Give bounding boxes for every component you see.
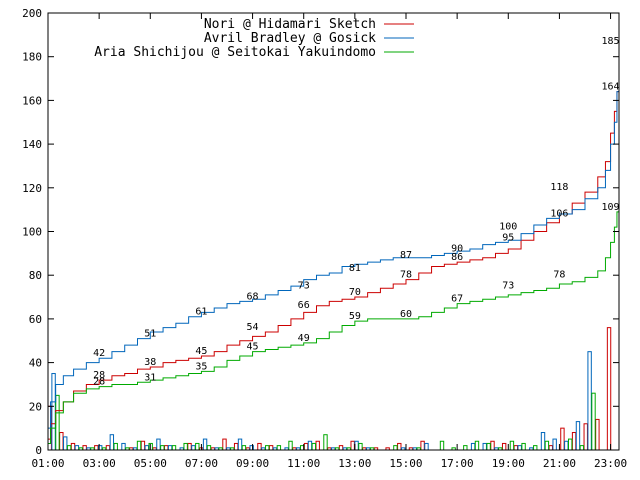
data-label: 31 [144, 372, 156, 383]
data-label: 78 [400, 270, 412, 281]
data-label: 42 [93, 348, 105, 359]
data-label: 51 [144, 329, 156, 340]
data-label: 45 [247, 342, 259, 353]
legend-label: Avril Bradley @ Gosick [204, 31, 376, 46]
data-label: 35 [195, 361, 207, 372]
x-tick-label: 23:00 [594, 457, 627, 470]
data-label: 118 [550, 182, 568, 193]
data-label: 100 [499, 222, 517, 233]
data-label: 60 [400, 309, 412, 320]
y-tick-label: 160 [22, 94, 42, 107]
data-label: 109 [602, 202, 620, 213]
y-tick-label: 20 [29, 400, 42, 413]
series-line [48, 45, 620, 440]
series-line [48, 91, 619, 429]
data-label: 61 [195, 307, 207, 318]
y-tick-label: 120 [22, 182, 42, 195]
data-label: 38 [144, 357, 156, 368]
x-axis: 01:00 03:00 05:00 07:00 09:00 11:00 13:00 15:00… [31, 13, 627, 470]
data-label: 90 [451, 243, 463, 254]
y-tick-label: 100 [22, 226, 42, 239]
x-tick-label: 07:00 [185, 457, 218, 470]
data-label: 78 [553, 270, 565, 281]
x-tick-label: 21:00 [543, 457, 576, 470]
data-label: 54 [247, 322, 259, 333]
data-label: 106 [550, 208, 568, 219]
data-label: 45 [195, 346, 207, 357]
x-tick-label: 13:00 [338, 457, 371, 470]
legend-label: Nori @ Hidamari Sketch [204, 17, 376, 32]
y-tick-label: 140 [22, 138, 42, 151]
x-tick-label: 05:00 [134, 457, 167, 470]
x-tick-label: 03:00 [83, 457, 116, 470]
x-tick-label: 17:00 [441, 457, 474, 470]
data-label: 185 [602, 36, 620, 47]
data-label: 86 [451, 252, 463, 263]
data-label: 73 [502, 280, 514, 291]
lines-layer [48, 45, 620, 444]
series-line [48, 211, 619, 444]
y-axis: 0 20 40 60 80 100 120 140 160 180 200 [22, 7, 619, 457]
data-label: 68 [247, 291, 259, 302]
data-label: 67 [451, 294, 463, 305]
data-label: 70 [349, 287, 361, 298]
data-label: 28 [93, 370, 105, 381]
data-label: 95 [502, 232, 514, 243]
x-tick-label: 15:00 [389, 457, 422, 470]
y-tick-label: 180 [22, 51, 42, 64]
y-tick-label: 0 [35, 444, 42, 457]
y-tick-label: 60 [29, 313, 42, 326]
x-tick-label: 01:00 [31, 457, 64, 470]
y-tick-label: 80 [29, 269, 42, 282]
data-label: 87 [400, 250, 412, 261]
y-tick-label: 40 [29, 357, 42, 370]
legend-label: Aria Shichijou @ Seitokai Yakuindomo [94, 45, 376, 60]
x-tick-label: 09:00 [236, 457, 269, 470]
y-tick-label: 200 [22, 7, 42, 20]
data-label: 66 [298, 300, 310, 311]
data-labels-layer: 28 38 45 54 66 70 78 86 100 118 185 42 51 61 68 73 81 87 9… [93, 36, 619, 388]
data-label: 49 [298, 333, 310, 344]
data-label: 28 [93, 377, 105, 388]
data-label: 164 [602, 82, 620, 93]
data-label: 73 [298, 280, 310, 291]
x-tick-label: 19:00 [492, 457, 525, 470]
data-label: 81 [349, 263, 361, 274]
data-label: 59 [349, 311, 361, 322]
x-tick-label: 11:00 [287, 457, 320, 470]
